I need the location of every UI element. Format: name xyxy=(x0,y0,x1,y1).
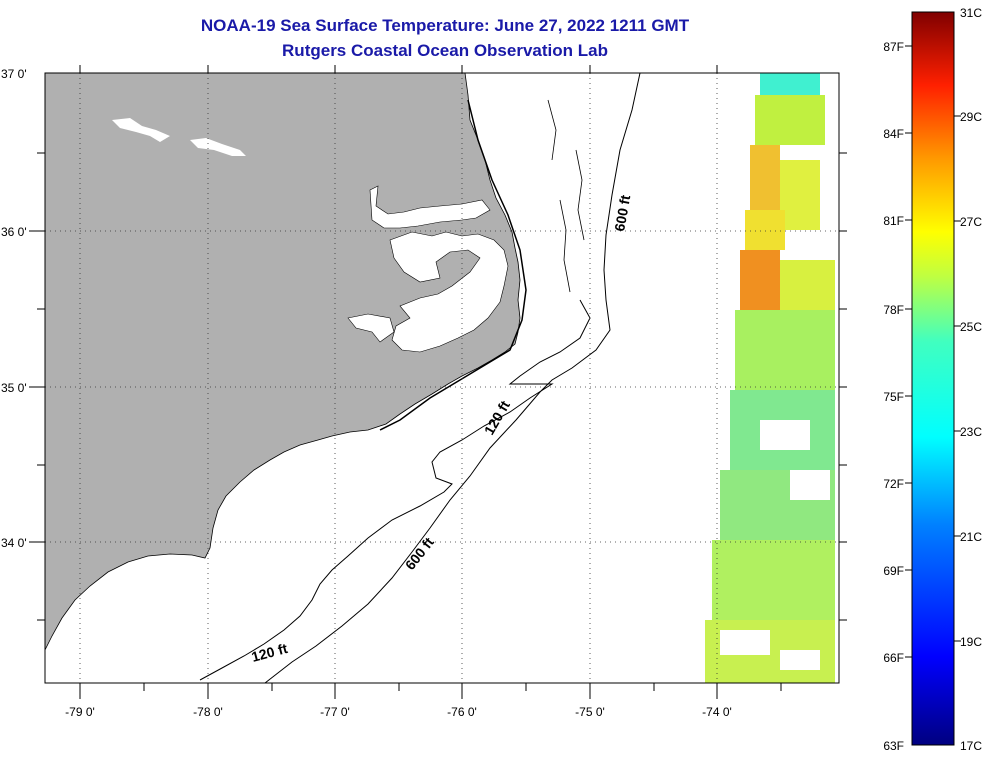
lat-label-36: 36 0' xyxy=(1,225,27,239)
lake-1 xyxy=(112,118,170,142)
barrier-islands xyxy=(379,99,527,431)
lon-label-76: -76 0' xyxy=(447,705,477,719)
cb-label-31C: 31C xyxy=(960,6,982,20)
graticule xyxy=(45,73,839,683)
cb-label-27C: 27C xyxy=(960,215,982,229)
temperature-colorbar xyxy=(911,11,955,746)
map-frame xyxy=(44,72,840,684)
shoal-lines xyxy=(547,99,585,293)
cb-label-66F: 66F xyxy=(883,651,904,665)
lon-label-79: -79 0' xyxy=(65,705,95,719)
cb-label-25C: 25C xyxy=(960,320,982,334)
cb-label-63F: 63F xyxy=(883,739,904,753)
cb-label-78F: 78F xyxy=(883,303,904,317)
lon-label-78: -78 0' xyxy=(193,705,223,719)
cb-label-81F: 81F xyxy=(883,214,904,228)
albemarle-sound xyxy=(369,185,491,229)
cb-label-17C: 17C xyxy=(960,739,982,753)
contour-600ft xyxy=(264,73,641,683)
cb-label-29C: 29C xyxy=(960,110,982,124)
cb-label-84F: 84F xyxy=(883,127,904,141)
lake-2 xyxy=(190,138,246,156)
cb-label-72F: 72F xyxy=(883,477,904,491)
lon-label-74: -74 0' xyxy=(702,705,732,719)
contour-label-600ft-north: 600 ft xyxy=(611,193,633,232)
cb-label-75F: 75F xyxy=(883,390,904,404)
map-title: NOAA-19 Sea Surface Temperature: June 27… xyxy=(200,16,690,35)
sst-swath xyxy=(705,73,835,683)
lat-label-37: 37 0' xyxy=(1,67,27,81)
lon-label-77: -77 0' xyxy=(320,705,350,719)
cb-label-21C: 21C xyxy=(960,530,982,544)
pamlico-sound xyxy=(389,231,509,353)
cb-label-19C: 19C xyxy=(960,635,982,649)
cb-label-69F: 69F xyxy=(883,564,904,578)
lat-label-35: 35 0' xyxy=(1,381,27,395)
contour-120ft xyxy=(199,299,591,681)
lat-label-34: 34 0' xyxy=(1,536,27,550)
axis-ticks xyxy=(29,65,847,699)
cb-label-87F: 87F xyxy=(883,40,904,54)
lon-label-75: -75 0' xyxy=(575,705,605,719)
map-subtitle: Rutgers Coastal Ocean Observation Lab xyxy=(282,41,608,60)
colorbar-ticks xyxy=(905,45,961,658)
pamlico-river xyxy=(347,313,395,343)
cb-label-23C: 23C xyxy=(960,425,982,439)
